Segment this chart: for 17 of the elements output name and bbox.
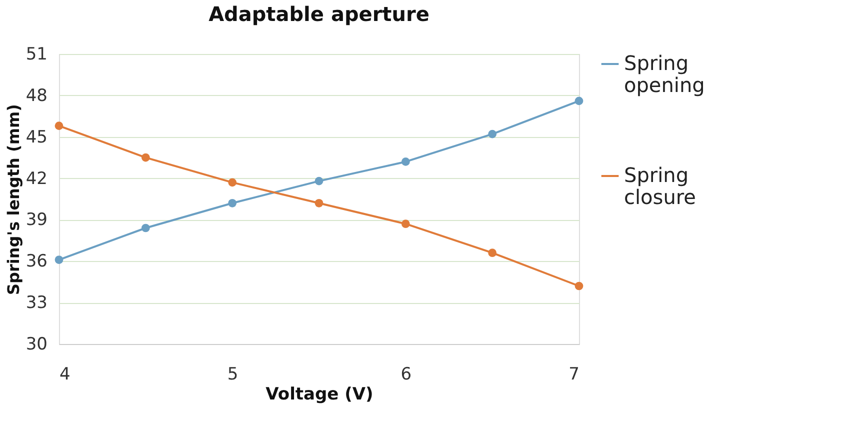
x-tick-label: 6 <box>400 364 412 384</box>
y-tick-label: 45 <box>26 127 48 148</box>
y-tick-label: 51 <box>26 44 48 64</box>
chart-title: Adaptable aperture <box>208 2 430 26</box>
y-tick-label: 39 <box>26 210 48 230</box>
y-tick-label: 42 <box>26 168 48 189</box>
y-tick-label: 33 <box>26 293 48 314</box>
legend-label: Spring closure <box>624 163 696 209</box>
y-tick-label: 36 <box>26 252 48 272</box>
x-tick-label: 5 <box>227 364 238 384</box>
x-tick-label: 4 <box>60 364 70 384</box>
legend-label: Spring opening <box>624 51 705 97</box>
y-tick-label: 30 <box>26 334 48 354</box>
y-axis-title: Spring's length (mm) <box>4 104 23 295</box>
y-tick-label: 48 <box>26 86 48 106</box>
x-axis-title: Voltage (V) <box>266 384 374 404</box>
x-tick-label: 7 <box>568 364 580 384</box>
